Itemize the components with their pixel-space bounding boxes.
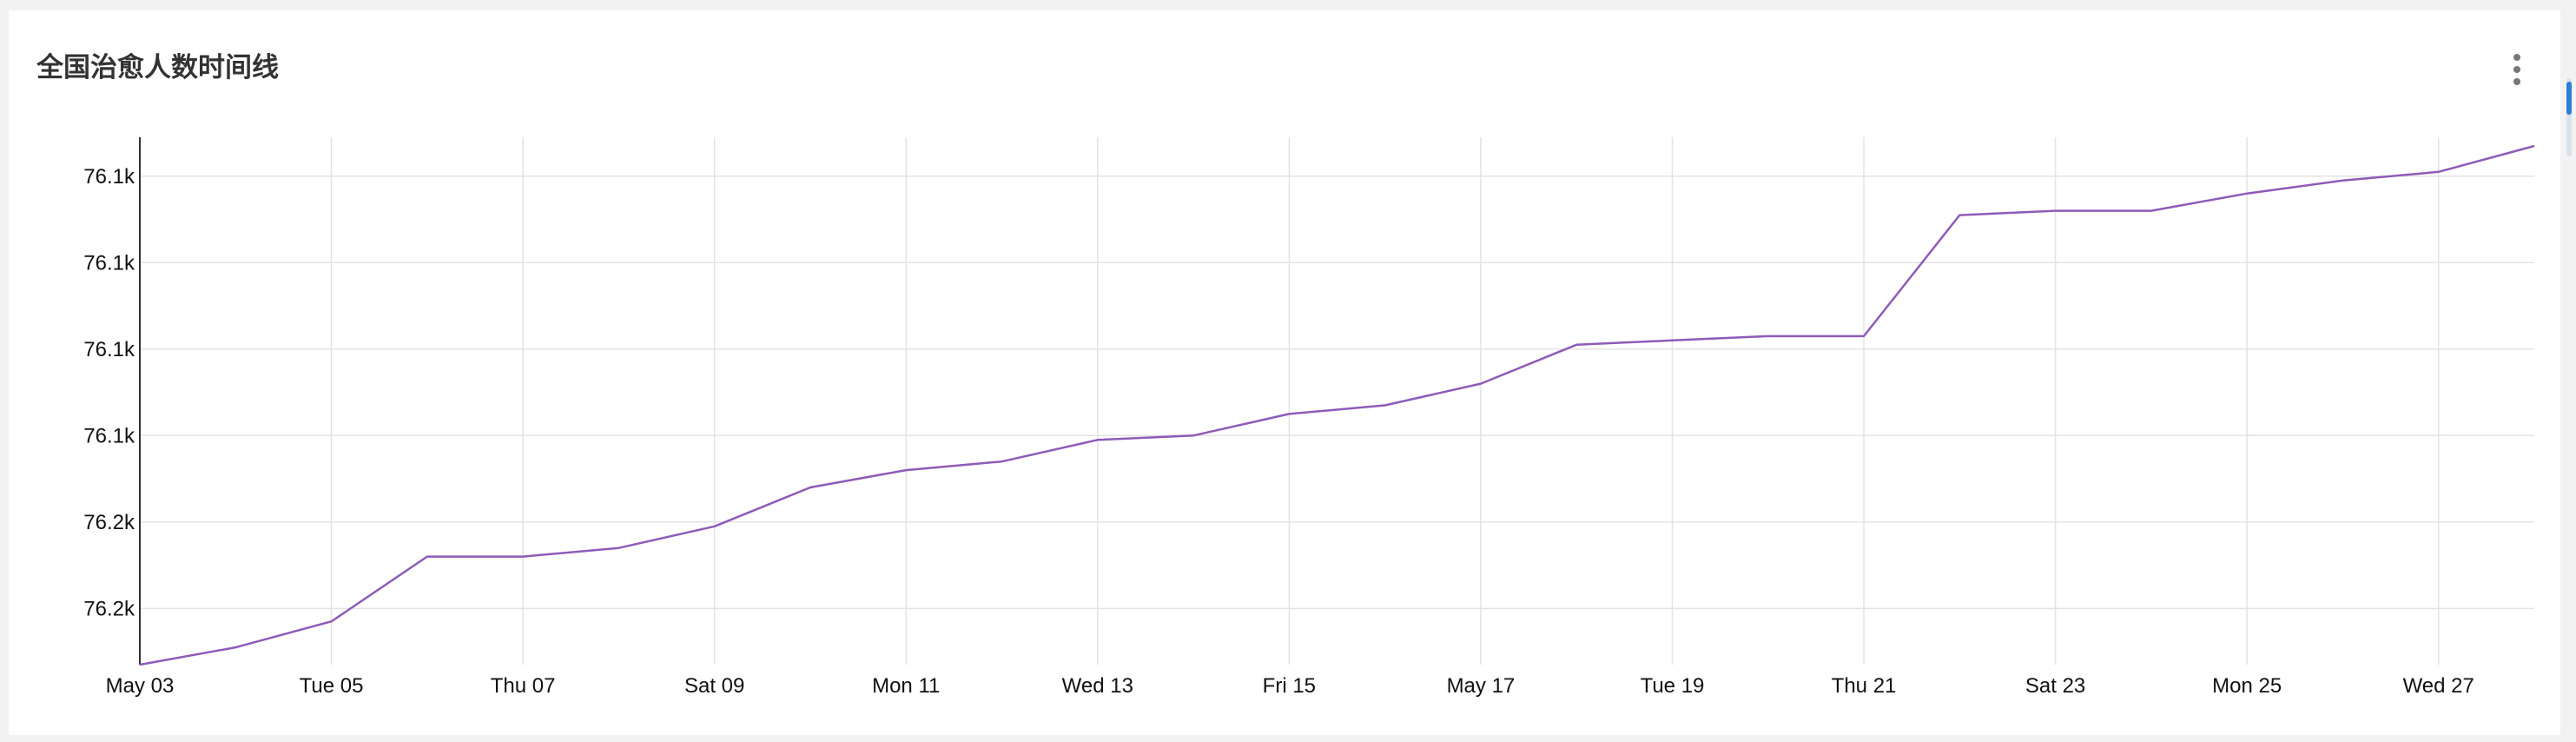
y-tick-label: 76.1k (83, 165, 135, 189)
menu-dot (2513, 54, 2520, 61)
menu-dot (2513, 66, 2520, 73)
y-gridlines (140, 176, 2534, 610)
chart-card: 全国治愈人数时间线 (9, 10, 2560, 735)
more-vertical-icon[interactable] (2507, 52, 2527, 87)
chart-title: 全国治愈人数时间线 (36, 52, 279, 83)
x-gridlines (330, 137, 2440, 665)
series-line (139, 144, 2535, 666)
scrollbar-track[interactable] (2566, 78, 2572, 156)
y-tick-label: 76.2k (83, 511, 135, 534)
x-tick-label: Tue 19 (1641, 674, 1705, 698)
x-tick-label: Mon 11 (872, 674, 940, 698)
series-layer (139, 144, 2535, 666)
x-tick-label: Thu 07 (491, 674, 556, 698)
x-tick-label: Mon 25 (2212, 674, 2282, 698)
y-tick-label: 76.1k (83, 338, 135, 361)
x-tick-label: Sat 09 (684, 674, 744, 698)
x-tick-label: Wed 27 (2403, 674, 2474, 698)
x-tick-label: Tue 05 (300, 674, 364, 698)
y-tick-labels: 76.2k 76.2k 76.1k 76.1k 76.1k 76.1k (83, 165, 135, 621)
x-tick-label: Thu 21 (1832, 674, 1897, 698)
x-tick-label: May 03 (106, 674, 175, 698)
x-tick-label: Fri 15 (1263, 674, 1316, 698)
x-tick-label: Sat 23 (2025, 674, 2085, 698)
y-tick-label: 76.1k (83, 251, 135, 275)
scrollbar-thumb[interactable] (2566, 82, 2572, 115)
x-tick-labels: May 03 Tue 05 Thu 07 Sat 09 Mon 11 Wed 13 Fri … (106, 674, 2474, 698)
x-tick-label: May 17 (1447, 674, 1516, 698)
menu-dot (2513, 78, 2520, 85)
y-tick-label: 76.1k (83, 424, 135, 447)
x-tick-label: Wed 13 (1062, 674, 1133, 698)
y-tick-label: 76.2k (83, 597, 135, 620)
